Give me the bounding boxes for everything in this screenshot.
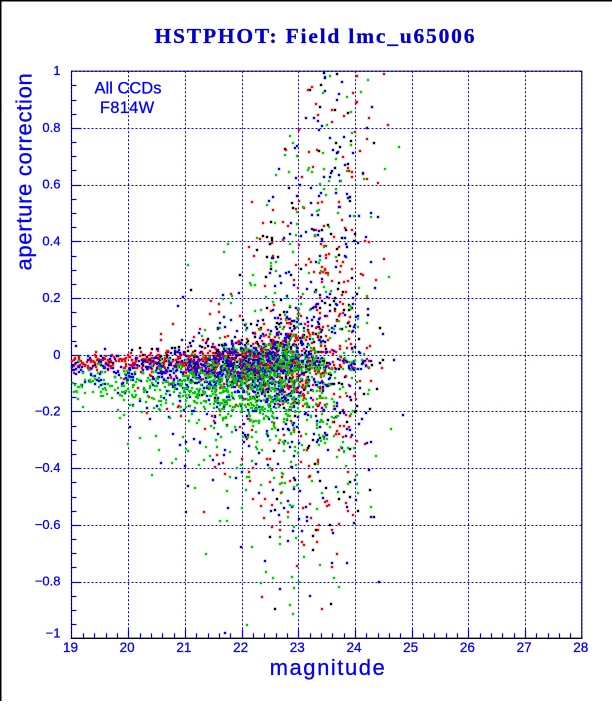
- svg-text:aperture correction: aperture correction: [12, 73, 37, 271]
- svg-text:20: 20: [120, 640, 135, 655]
- svg-text:19: 19: [63, 640, 78, 655]
- svg-text:−0.6: −0.6: [35, 517, 61, 532]
- svg-text:HSTPHOT: Field lmc_u65006: HSTPHOT: Field lmc_u65006: [155, 24, 477, 48]
- svg-text:21: 21: [176, 640, 191, 655]
- svg-text:24: 24: [346, 640, 362, 655]
- svg-text:−1: −1: [46, 626, 61, 641]
- svg-text:0.6: 0.6: [42, 177, 60, 192]
- svg-text:25: 25: [403, 640, 418, 655]
- svg-text:F814W: F814W: [100, 99, 155, 117]
- svg-text:−0.4: −0.4: [35, 460, 61, 475]
- svg-text:26: 26: [460, 640, 475, 655]
- svg-text:23: 23: [290, 640, 305, 655]
- svg-text:0.4: 0.4: [42, 233, 60, 248]
- svg-text:1: 1: [53, 63, 60, 78]
- svg-text:All CCDs: All CCDs: [95, 80, 162, 98]
- svg-text:27: 27: [517, 640, 532, 655]
- svg-text:0.2: 0.2: [42, 290, 60, 305]
- svg-text:−0.2: −0.2: [35, 404, 61, 419]
- svg-text:22: 22: [233, 640, 248, 655]
- svg-text:magnitude: magnitude: [270, 655, 387, 680]
- svg-text:0: 0: [53, 347, 60, 362]
- svg-text:28: 28: [573, 640, 588, 655]
- svg-text:0.8: 0.8: [42, 120, 60, 135]
- svg-text:−0.8: −0.8: [35, 574, 61, 589]
